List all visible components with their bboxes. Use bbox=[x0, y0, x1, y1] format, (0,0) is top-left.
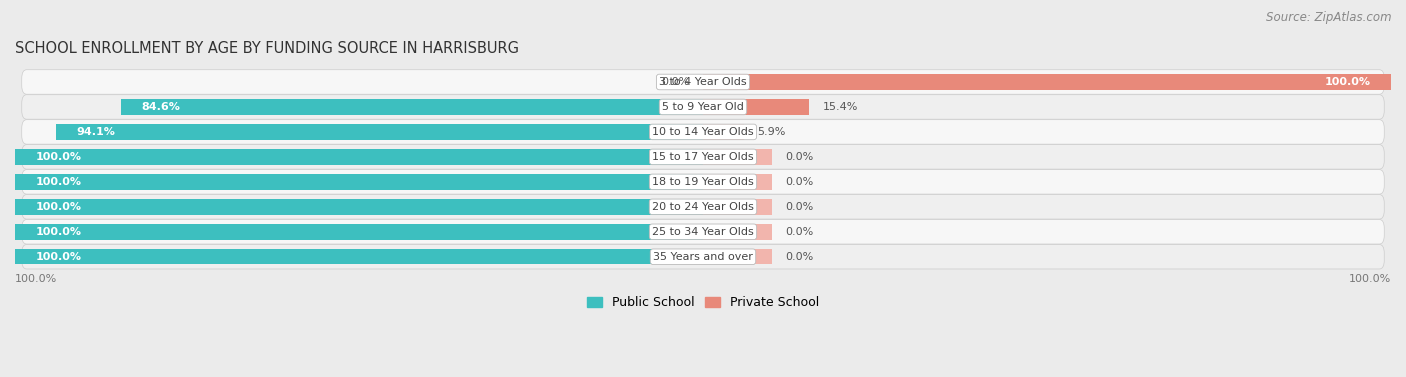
Bar bbox=[703, 99, 808, 115]
Text: 0.0%: 0.0% bbox=[786, 202, 814, 212]
FancyBboxPatch shape bbox=[21, 95, 1385, 119]
Bar bbox=[703, 224, 772, 239]
Text: 25 to 34 Year Olds: 25 to 34 Year Olds bbox=[652, 227, 754, 237]
Text: 100.0%: 100.0% bbox=[35, 252, 82, 262]
Text: 100.0%: 100.0% bbox=[35, 227, 82, 237]
FancyBboxPatch shape bbox=[21, 120, 1385, 144]
FancyBboxPatch shape bbox=[21, 195, 1385, 219]
Text: 100.0%: 100.0% bbox=[35, 152, 82, 162]
Text: 5.9%: 5.9% bbox=[758, 127, 786, 137]
Bar bbox=[15, 174, 703, 190]
Bar bbox=[703, 249, 772, 265]
Text: 10 to 14 Year Olds: 10 to 14 Year Olds bbox=[652, 127, 754, 137]
Bar bbox=[15, 199, 703, 215]
Text: 100.0%: 100.0% bbox=[1348, 274, 1391, 284]
Text: 15.4%: 15.4% bbox=[823, 102, 858, 112]
Bar bbox=[121, 99, 703, 115]
Bar bbox=[703, 174, 772, 190]
Text: SCHOOL ENROLLMENT BY AGE BY FUNDING SOURCE IN HARRISBURG: SCHOOL ENROLLMENT BY AGE BY FUNDING SOUR… bbox=[15, 41, 519, 57]
Text: 35 Years and over: 35 Years and over bbox=[652, 252, 754, 262]
Bar bbox=[703, 149, 772, 165]
Legend: Public School, Private School: Public School, Private School bbox=[582, 291, 824, 314]
Bar bbox=[703, 124, 744, 139]
Bar bbox=[703, 199, 772, 215]
Text: Source: ZipAtlas.com: Source: ZipAtlas.com bbox=[1267, 11, 1392, 24]
Bar bbox=[15, 249, 703, 265]
Text: 3 to 4 Year Olds: 3 to 4 Year Olds bbox=[659, 77, 747, 87]
Text: 20 to 24 Year Olds: 20 to 24 Year Olds bbox=[652, 202, 754, 212]
Text: 0.0%: 0.0% bbox=[786, 227, 814, 237]
Text: 0.0%: 0.0% bbox=[786, 177, 814, 187]
Text: 0.0%: 0.0% bbox=[786, 252, 814, 262]
FancyBboxPatch shape bbox=[21, 245, 1385, 269]
Text: 100.0%: 100.0% bbox=[15, 274, 58, 284]
Text: 84.6%: 84.6% bbox=[142, 102, 180, 112]
Text: 15 to 17 Year Olds: 15 to 17 Year Olds bbox=[652, 152, 754, 162]
FancyBboxPatch shape bbox=[21, 219, 1385, 244]
Text: 100.0%: 100.0% bbox=[35, 177, 82, 187]
FancyBboxPatch shape bbox=[21, 145, 1385, 169]
Text: 0.0%: 0.0% bbox=[786, 152, 814, 162]
Bar bbox=[15, 149, 703, 165]
Text: 0.0%: 0.0% bbox=[661, 77, 689, 87]
Bar bbox=[703, 74, 1391, 90]
Text: 5 to 9 Year Old: 5 to 9 Year Old bbox=[662, 102, 744, 112]
Bar bbox=[15, 224, 703, 239]
Bar bbox=[56, 124, 703, 139]
Text: 94.1%: 94.1% bbox=[76, 127, 115, 137]
Text: 100.0%: 100.0% bbox=[1324, 77, 1371, 87]
FancyBboxPatch shape bbox=[21, 170, 1385, 194]
FancyBboxPatch shape bbox=[21, 70, 1385, 94]
Text: 100.0%: 100.0% bbox=[35, 202, 82, 212]
Text: 18 to 19 Year Olds: 18 to 19 Year Olds bbox=[652, 177, 754, 187]
